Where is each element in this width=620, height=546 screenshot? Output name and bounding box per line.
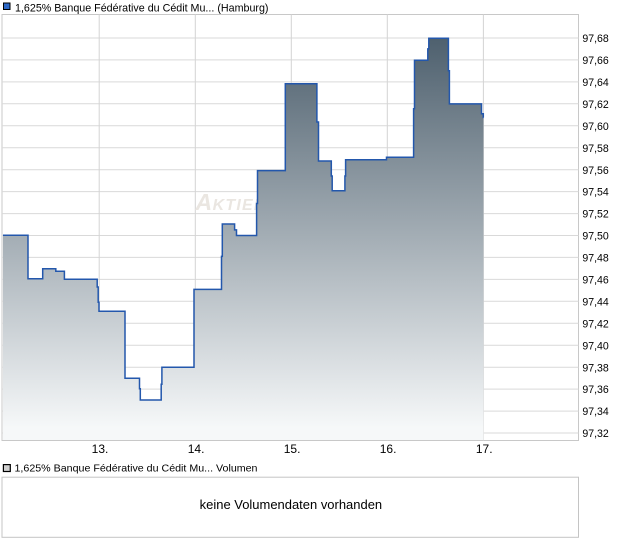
svg-text:97,62: 97,62: [582, 99, 608, 111]
svg-text:97,48: 97,48: [582, 253, 608, 265]
svg-text:97,56: 97,56: [582, 165, 608, 177]
svg-text:97,34: 97,34: [582, 406, 608, 418]
svg-text:14.: 14.: [188, 442, 205, 456]
svg-text:17.: 17.: [476, 442, 493, 456]
svg-text:97,64: 97,64: [582, 77, 608, 89]
svg-text:16.: 16.: [380, 442, 397, 456]
svg-text:97,44: 97,44: [582, 296, 608, 308]
svg-text:97,38: 97,38: [582, 362, 608, 374]
svg-text:97,42: 97,42: [582, 318, 608, 330]
svg-text:15.: 15.: [284, 442, 301, 456]
svg-text:97,50: 97,50: [582, 231, 608, 243]
svg-text:13.: 13.: [92, 442, 109, 456]
svg-text:97,36: 97,36: [582, 384, 608, 396]
svg-text:1,625% Banque Fédérative du Cé: 1,625% Banque Fédérative du Cédit Mu... …: [15, 463, 258, 475]
svg-text:97,40: 97,40: [582, 340, 608, 352]
svg-text:97,68: 97,68: [582, 33, 608, 45]
svg-text:97,54: 97,54: [582, 187, 608, 199]
svg-text:97,66: 97,66: [582, 55, 608, 67]
svg-text:97,60: 97,60: [582, 121, 608, 133]
svg-text:keine Volumendaten vorhanden: keine Volumendaten vorhanden: [200, 497, 383, 512]
svg-text:97,58: 97,58: [582, 143, 608, 155]
svg-text:97,52: 97,52: [582, 209, 608, 221]
svg-text:1,625% Banque Fédérative du Cé: 1,625% Banque Fédérative du Cédit Mu... …: [15, 3, 269, 15]
svg-text:97,32: 97,32: [582, 428, 608, 440]
svg-text:97,46: 97,46: [582, 275, 608, 287]
